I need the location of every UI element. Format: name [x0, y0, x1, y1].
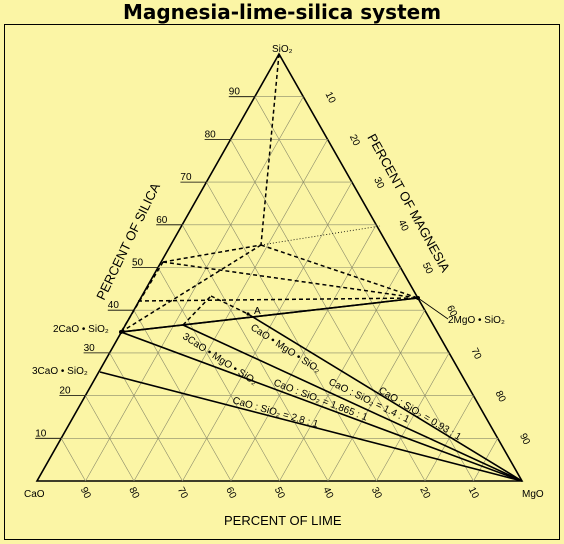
grid-line-magnesia	[85, 96, 304, 482]
lime-tick-label: 70	[175, 485, 190, 500]
grid-line-lime	[254, 96, 474, 482]
tie-line-cms-c2s	[120, 324, 184, 333]
vertex-sio2-label: SiO₂	[272, 44, 293, 55]
grid-line-magnesia	[279, 267, 401, 482]
magnesia-tick-label: 20	[347, 133, 362, 148]
lime-tick-label: 50	[272, 485, 287, 500]
dashed-boundary	[260, 53, 280, 246]
silica-tick-label: 80	[205, 129, 217, 140]
tie-line-cms-mgo	[182, 324, 523, 482]
lime-tick-label: 30	[369, 485, 384, 500]
point-a	[246, 312, 250, 316]
silica-tick-label: 60	[156, 215, 168, 226]
compound-c2s-label: 2CaO • SiO₂	[53, 324, 109, 335]
tie-line-c3s-mgo	[99, 371, 523, 482]
lime-tick-label: 40	[320, 485, 335, 500]
magnesia-tick-label: 10	[323, 90, 338, 105]
silica-tick-label: 90	[229, 87, 241, 98]
grid-line-lime	[85, 395, 135, 482]
silica-tick-label: 70	[180, 172, 192, 183]
silica-tick-label: 40	[108, 300, 120, 311]
magnesia-tick-label: 50	[420, 261, 435, 276]
leader-m2s	[417, 297, 449, 320]
tie-line-c2s-mgo	[120, 331, 523, 482]
lime-axis-label: PERCENT OF LIME	[224, 513, 342, 528]
dashed-boundary	[162, 261, 419, 299]
grid-line-lime	[60, 438, 86, 482]
point-m2s	[416, 296, 420, 300]
magnesia-axis-label: PERCENT OF MAGNESIA	[364, 131, 453, 275]
plot-border	[4, 24, 560, 540]
silica-tick-label: 50	[132, 258, 144, 269]
tie-lines	[99, 296, 523, 482]
compound-cms-label: CaO • MgO • SiO₂	[248, 322, 322, 375]
dashed-boundary	[162, 244, 262, 263]
grid-line-magnesia	[376, 352, 450, 482]
dotted-line	[260, 225, 381, 246]
silica-tick-label: 10	[35, 428, 47, 439]
dashed-boundary	[137, 297, 419, 302]
grid-line-magnesia	[327, 310, 426, 482]
magnesia-tick-label: 60	[444, 304, 459, 319]
lime-tick-label: 80	[126, 485, 141, 500]
point-a-label: A	[254, 306, 261, 317]
silica-tick-label: 30	[84, 343, 96, 354]
grid-line-lime	[109, 352, 183, 482]
grid-line-lime	[206, 181, 377, 482]
magnesia-tick-label: 80	[493, 389, 508, 404]
lime-tick-label: 90	[78, 485, 93, 500]
tie-line-a-mgo	[247, 313, 523, 482]
grid-line-magnesia	[424, 395, 474, 482]
grid-line-lime	[133, 310, 232, 482]
lime-tick-label: 20	[417, 485, 432, 500]
magnesia-tick-label: 70	[468, 346, 483, 361]
grid-line-lime	[157, 267, 280, 482]
dashed-boundary	[210, 295, 249, 315]
magnesia-tick-label: 40	[396, 218, 411, 233]
figure-title: Magnesia-lime-silica system	[122, 0, 442, 24]
silica-tick-label: 20	[59, 386, 71, 397]
magnesia-tick-label: 30	[371, 176, 386, 191]
compound-c3ms2-label: 3CaO • MgO • SiO₂	[180, 331, 259, 387]
tie-line-cms-m2s	[182, 297, 419, 326]
tick-labels: 10 20 30 40 50 60 70 80 90 10 20 30 40 50 60 70 80 90 90 80…	[35, 87, 532, 501]
lime-tick-label: 10	[466, 485, 481, 500]
compound-c3s-label: 3CaO • SiO₂	[32, 366, 88, 377]
vertex-mgo-label: MgO	[522, 489, 544, 500]
boundary-dashed-lines	[120, 53, 419, 333]
grid-line-magnesia	[182, 181, 353, 482]
ternary-grid	[35, 52, 524, 482]
point-c2s	[119, 330, 123, 334]
magnesia-tick-label: 90	[517, 432, 532, 447]
compound-m2s-label: 2MgO • SiO₂	[448, 315, 505, 326]
vertex-cao-label: CaO	[24, 489, 45, 500]
silica-axis-label: PERCENT OF SILICA	[93, 180, 163, 302]
lime-tick-label: 60	[223, 485, 238, 500]
